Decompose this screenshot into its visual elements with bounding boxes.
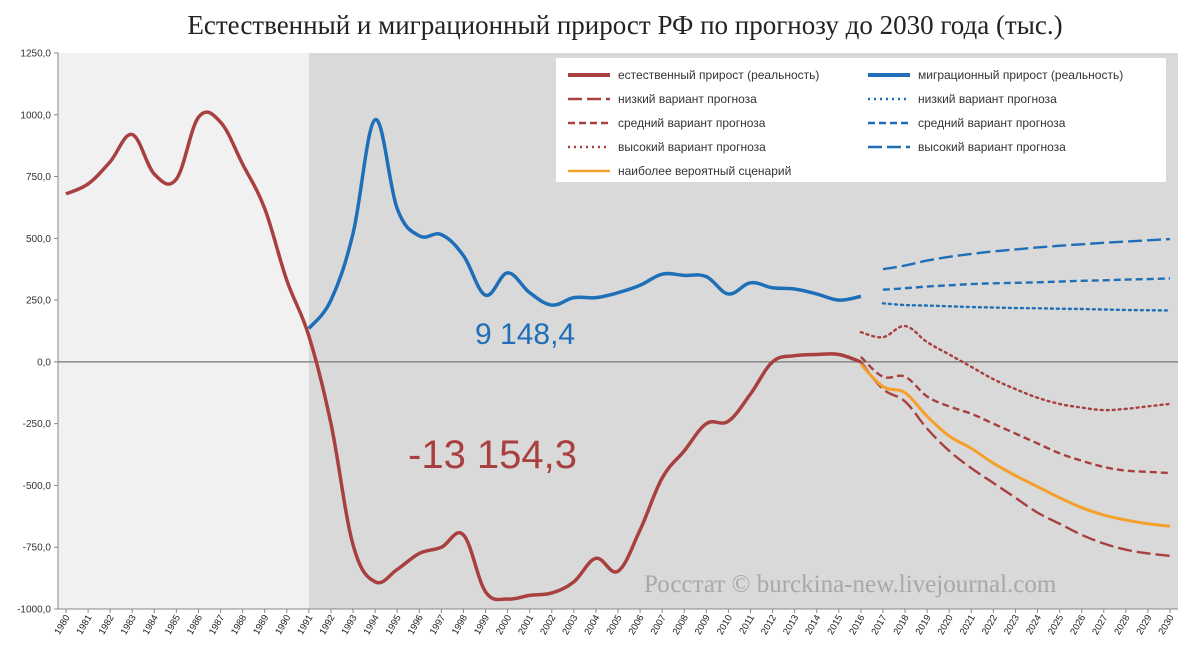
plot-background-early (58, 53, 309, 609)
x-tick-label: 2018 (892, 613, 912, 637)
migration-total-label: 9 148,4 (475, 318, 575, 351)
x-tick-label: 1994 (362, 613, 382, 637)
legend-label: средний вариант прогноза (918, 116, 1066, 130)
chart-title: Естественный и миграционный прирост РФ п… (187, 10, 1063, 40)
y-tick-label: -500,0 (23, 481, 52, 492)
legend-label: высокий вариант прогноза (618, 140, 766, 154)
x-tick-label: 1993 (340, 613, 360, 637)
y-tick-label: -250,0 (23, 419, 52, 430)
x-tick-label: 2001 (516, 613, 536, 637)
legend: естественный прирост (реальность) низкий … (556, 58, 1166, 182)
source-credit: Росстат © burckina-new.livejournal.com (644, 571, 1057, 598)
x-tick-label: 1996 (406, 613, 426, 637)
series-line-естественный-dash-3 (860, 356, 1171, 475)
y-tick-label: 750,0 (26, 172, 51, 183)
series-line-solid-5 (859, 363, 1171, 528)
x-tick-label: 2027 (1090, 613, 1110, 637)
x-tick-label: 2025 (1046, 613, 1066, 637)
x-tick-label: 2022 (980, 613, 1000, 637)
x-tick-label: 2029 (1134, 613, 1154, 637)
legend-label: миграционный прирост (реальность) (918, 68, 1123, 82)
x-tick-label: 2013 (781, 613, 801, 637)
x-tick-label: 1988 (229, 613, 249, 637)
x-tick-label: 1989 (251, 613, 271, 637)
x-tick-label: 1983 (119, 613, 139, 637)
y-tick-label: 1000,0 (20, 110, 51, 121)
legend-label: наиболее вероятный сценарий (618, 164, 791, 178)
x-tick-label: 2016 (847, 613, 867, 637)
x-tick-label: 1986 (185, 613, 205, 637)
series-line-естественный-longdash-2 (859, 361, 1171, 558)
x-tick-label: 2009 (693, 613, 713, 637)
series-line-естественный-dot-4 (859, 324, 1172, 412)
series-line-миграционный-longdash-8 (882, 237, 1171, 271)
x-tick-label: 1981 (75, 613, 95, 637)
legend-label: высокий вариант прогноза (918, 140, 1066, 154)
x-tick-label: 2008 (671, 613, 691, 637)
series-line-solid-1 (307, 117, 862, 330)
x-tick-label: 2010 (715, 613, 735, 637)
x-tick-label: 2017 (869, 613, 889, 637)
y-tick-label: 500,0 (26, 234, 51, 245)
x-tick-label: 1990 (273, 613, 293, 637)
x-tick-label: 2000 (494, 613, 514, 637)
x-tick-label: 1987 (207, 613, 227, 637)
x-tick-label: 1995 (384, 613, 404, 637)
x-tick-label: 2012 (759, 613, 779, 637)
x-tick-label: 2028 (1112, 613, 1132, 637)
x-tick-label: 2011 (737, 613, 757, 636)
x-tick-label: 2015 (825, 613, 845, 637)
x-tick-label: 1997 (428, 613, 448, 637)
x-tick-label: 2023 (1002, 613, 1022, 637)
x-tick-label: 2006 (627, 613, 647, 637)
x-tick-label: 1985 (163, 613, 183, 637)
x-tick-label: 2003 (560, 613, 580, 637)
x-tick-label: 1991 (295, 613, 315, 637)
x-tick-label: 2020 (936, 613, 956, 637)
series-line-миграционный-dash-7 (882, 277, 1171, 291)
y-tick-label: -1000,0 (17, 605, 51, 616)
x-tick-label: 2024 (1024, 613, 1044, 637)
x-tick-label: 2021 (958, 613, 978, 637)
legend-label: низкий вариант прогноза (918, 92, 1057, 106)
x-tick-label: 2004 (582, 613, 602, 637)
x-tick-label: 2019 (914, 613, 934, 637)
y-tick-label: 1250,0 (20, 49, 51, 60)
legend-label: средний вариант прогноза (618, 116, 766, 130)
x-tick-label: 2026 (1068, 613, 1088, 637)
y-tick-label: -750,0 (23, 543, 52, 554)
x-tick-label: 2007 (649, 613, 669, 637)
y-tick-label: 250,0 (26, 296, 51, 307)
y-axis-ticks: 1250,0 1000,0 750,0 500,0 250,0 0,0 -250,0 -500… (17, 49, 58, 616)
x-tick-label: 1980 (53, 613, 73, 637)
natural-total-label: -13 154,3 (408, 433, 577, 477)
x-axis-ticks: 1980 1981 1982 1983 1984 1985 1986 1987 1988 1989… (53, 609, 1177, 637)
legend-box (556, 58, 1166, 182)
x-tick-label: 1998 (450, 613, 470, 637)
x-tick-label: 2014 (803, 613, 823, 637)
x-tick-label: 2005 (605, 613, 625, 637)
x-tick-label: 2002 (538, 613, 558, 637)
series-line-миграционный-dot-6 (881, 302, 1172, 312)
x-tick-label: 2030 (1157, 613, 1177, 637)
legend-label: естественный прирост (реальность) (618, 68, 819, 82)
series-line-solid-0 (65, 110, 862, 602)
x-tick-label: 1992 (317, 613, 337, 637)
legend-label: низкий вариант прогноза (618, 92, 757, 106)
x-tick-label: 1999 (472, 613, 492, 637)
y-tick-label: 0,0 (37, 357, 51, 368)
x-tick-label: 1984 (141, 613, 161, 637)
series-lines (65, 110, 1172, 602)
x-tick-label: 1982 (97, 613, 117, 637)
